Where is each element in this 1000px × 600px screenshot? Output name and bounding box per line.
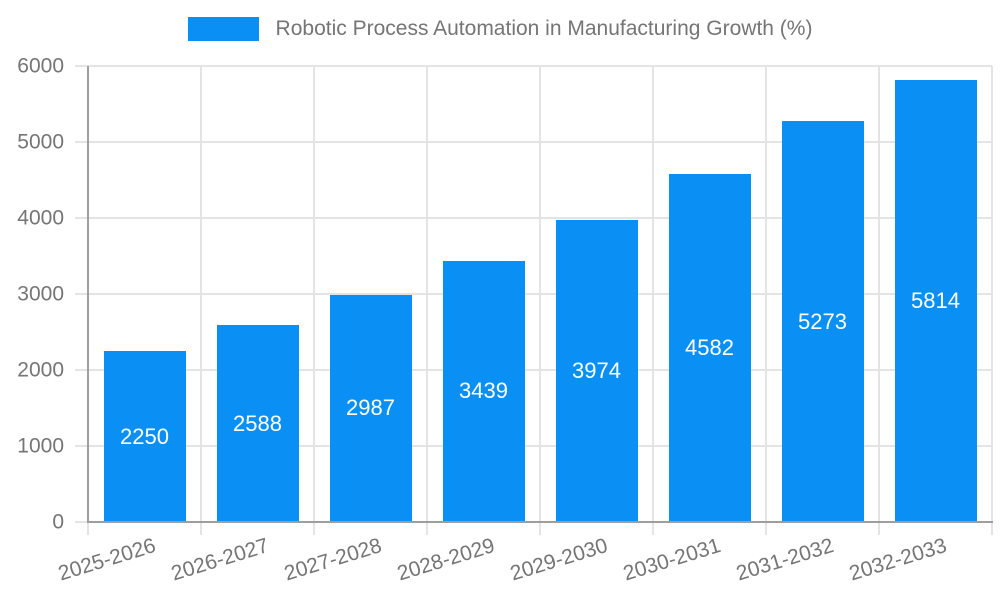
x-tick-mark: [991, 522, 993, 535]
bar[interactable]: [555, 219, 638, 521]
bar-value-label: 5273: [798, 308, 847, 334]
bar[interactable]: [894, 80, 977, 521]
x-axis-line: [87, 521, 993, 523]
y-tick-label: 5000: [17, 130, 64, 154]
y-tick-label: 3000: [17, 282, 64, 306]
y-tick-mark: [75, 65, 88, 67]
gridline-v: [539, 66, 541, 522]
y-axis-line: [87, 66, 89, 522]
legend-label: Robotic Process Automation in Manufactur…: [275, 17, 813, 40]
y-tick-mark: [75, 445, 88, 447]
bar-value-label: 2250: [120, 423, 169, 449]
x-tick-mark: [652, 522, 654, 535]
bar[interactable]: [442, 260, 525, 521]
x-tick-label: 2025-2026: [55, 534, 158, 586]
x-tick-mark: [313, 522, 315, 535]
gridline-v: [652, 66, 654, 522]
gridline-v: [765, 66, 767, 522]
y-tick-label: 2000: [17, 358, 64, 382]
legend-swatch-icon: [187, 17, 259, 41]
bar-value-label: 2588: [233, 410, 282, 436]
x-tick-mark: [765, 522, 767, 535]
bar-value-label: 4582: [685, 334, 734, 360]
legend[interactable]: Robotic Process Automation in Manufactur…: [0, 17, 1000, 41]
bar-value-label: 5814: [911, 288, 960, 314]
y-tick-mark: [75, 217, 88, 219]
x-tick-mark: [878, 522, 880, 535]
y-tick-label: 0: [52, 510, 64, 534]
bar[interactable]: [103, 351, 186, 521]
gridline-v: [313, 66, 315, 522]
y-tick-label: 6000: [17, 54, 64, 78]
y-tick-mark: [75, 141, 88, 143]
y-tick-label: 4000: [17, 206, 64, 230]
y-tick-mark: [75, 369, 88, 371]
x-tick-label: 2026-2027: [168, 534, 271, 586]
x-tick-label: 2029-2030: [507, 534, 610, 586]
bar[interactable]: [329, 294, 412, 521]
y-tick-mark: [75, 521, 88, 523]
bar-value-label: 2987: [346, 395, 395, 421]
x-tick-label: 2032-2033: [846, 534, 949, 586]
gridline-v: [878, 66, 880, 522]
x-tick-label: 2027-2028: [281, 534, 384, 586]
gridline-v: [426, 66, 428, 522]
bar[interactable]: [216, 325, 299, 521]
x-tick-mark: [200, 522, 202, 535]
x-tick-label: 2030-2031: [620, 534, 723, 586]
bar[interactable]: [668, 173, 751, 521]
bar-value-label: 3439: [459, 378, 508, 404]
y-tick-label: 1000: [17, 434, 64, 458]
gridline-v: [200, 66, 202, 522]
bar[interactable]: [781, 121, 864, 521]
y-tick-mark: [75, 293, 88, 295]
x-tick-mark: [426, 522, 428, 535]
x-tick-mark: [539, 522, 541, 535]
x-tick-label: 2028-2029: [394, 534, 497, 586]
bar-value-label: 3974: [572, 357, 621, 383]
gridline-v: [991, 66, 993, 522]
x-tick-mark: [87, 522, 89, 535]
x-tick-label: 2031-2032: [733, 534, 836, 586]
